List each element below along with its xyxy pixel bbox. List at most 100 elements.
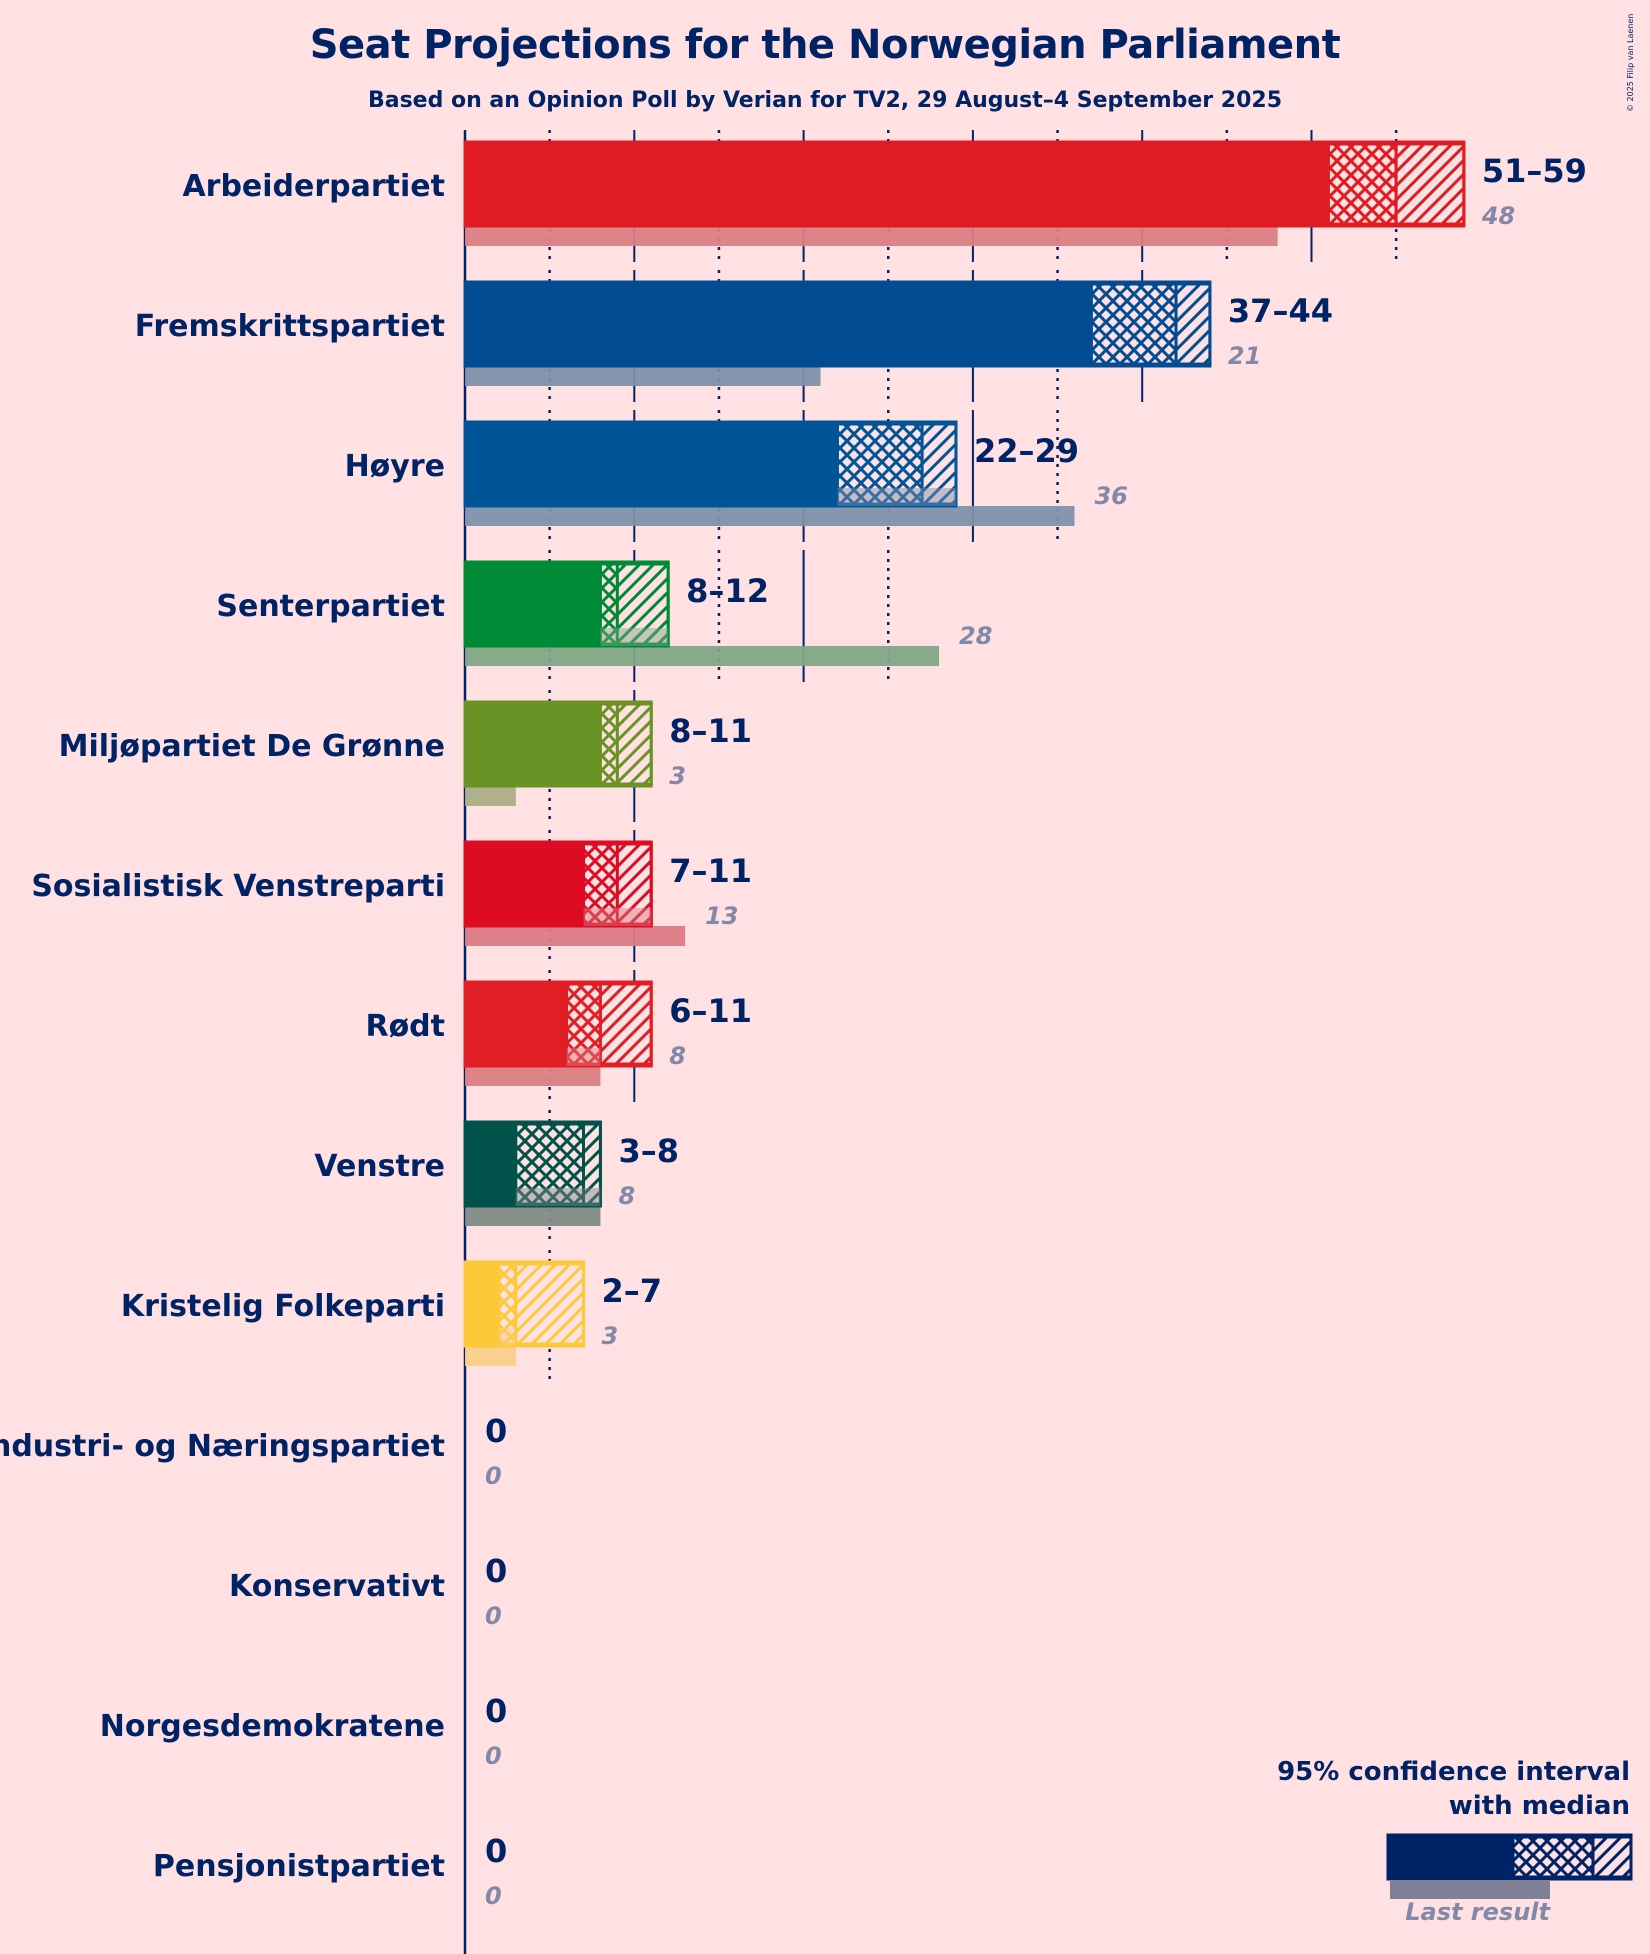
party-name-label: Industri- og Næringspartiet	[0, 1429, 445, 1464]
ci-upper-hatch	[1174, 282, 1212, 366]
ci-lower-hatch	[835, 422, 924, 506]
party-row	[463, 560, 940, 666]
legend-outline	[1386, 1833, 1633, 1881]
range-label: 51–59	[1482, 152, 1587, 190]
last-result-label: 0	[485, 1462, 502, 1490]
legend-upper-hatch	[1591, 1835, 1633, 1879]
ci-solid-bar	[465, 422, 838, 506]
ci-outline	[463, 1260, 586, 1348]
party-name-label: Pensjonistpartiet	[153, 1849, 445, 1884]
last-result-overlay	[837, 488, 956, 506]
party-name-label: Konservativt	[229, 1569, 445, 1604]
ci-lower-hatch	[514, 1122, 586, 1206]
party-name-label: Høyre	[345, 449, 445, 484]
party-name-label: Fremskrittspartiet	[135, 309, 445, 344]
ci-outline	[463, 700, 653, 788]
ci-upper-hatch	[615, 702, 653, 786]
chart-subtitle: Based on an Opinion Poll by Verian for T…	[367, 88, 1283, 113]
bars	[463, 140, 1466, 1366]
last-result-bar	[465, 926, 686, 946]
last-result-overlay	[600, 628, 669, 646]
chart-title: Seat Projections for the Norwegian Parli…	[309, 22, 1341, 68]
legend-title-line2: with median	[1448, 1791, 1630, 1821]
range-label: 0	[485, 1832, 507, 1870]
party-name-label: Arbeiderpartiet	[182, 169, 445, 204]
party-name-label: Kristelig Folkeparti	[121, 1289, 445, 1324]
ci-upper-hatch	[514, 1262, 586, 1346]
last-result-label: 21	[1228, 342, 1261, 370]
range-label: 22–29	[974, 432, 1079, 470]
ci-outline	[463, 560, 670, 648]
range-label: 7–11	[669, 852, 752, 890]
party-name-label: Rødt	[365, 1009, 445, 1044]
ci-solid-bar	[465, 562, 601, 646]
ci-solid-bar	[465, 142, 1329, 226]
ci-solid-bar	[465, 702, 601, 786]
last-result-bar	[465, 1206, 601, 1226]
ci-solid-bar	[465, 1122, 516, 1206]
party-row	[463, 700, 653, 806]
range-label: 0	[485, 1552, 507, 1590]
party-name-label: Senterpartiet	[216, 589, 445, 624]
labels: Arbeiderpartiet 51–59 48 Fremskrittspartiet…	[0, 152, 1587, 1910]
last-result-label: 8	[618, 1182, 635, 1210]
last-result-label: 0	[485, 1882, 502, 1910]
range-label: 2–7	[602, 1272, 663, 1310]
last-result-label: 3	[602, 1322, 619, 1350]
last-result-label: 0	[485, 1742, 502, 1770]
last-result-label: 13	[705, 902, 738, 930]
ci-solid-bar	[465, 842, 584, 926]
ci-outline	[463, 840, 653, 928]
last-result-bar	[465, 226, 1278, 246]
last-result-overlay	[515, 1188, 601, 1206]
ci-solid-bar	[465, 282, 1092, 366]
party-row	[463, 1120, 602, 1226]
ci-lower-hatch	[582, 842, 619, 926]
last-result-bar	[465, 646, 940, 666]
party-row	[463, 140, 1466, 246]
last-result-bar	[465, 366, 821, 386]
last-result-bar	[465, 506, 1075, 526]
range-label: 3–8	[618, 1132, 679, 1170]
legend-title: 95% confidence interval with median	[1277, 1755, 1630, 1823]
party-row	[463, 280, 1212, 386]
last-result-label: 8	[669, 1042, 686, 1070]
legend-title-line1: 95% confidence interval	[1277, 1757, 1630, 1787]
range-label: 0	[485, 1692, 507, 1730]
legend-last-result-bar	[1390, 1881, 1550, 1899]
party-row	[463, 420, 1075, 526]
ci-outline	[463, 420, 958, 508]
last-result-label: 36	[1094, 482, 1127, 510]
legend-lower-hatch	[1511, 1835, 1595, 1879]
legend-last-result-label: Last result	[1405, 1898, 1550, 1926]
last-result-bar	[465, 1346, 516, 1366]
party-row	[463, 1260, 586, 1366]
ci-lower-hatch	[1089, 282, 1178, 366]
last-result-label: 48	[1481, 202, 1515, 230]
ci-outline	[463, 140, 1466, 228]
last-result-bar	[465, 786, 516, 806]
last-result-bar	[465, 1066, 601, 1086]
party-name-label: Norgesdemokratene	[100, 1709, 445, 1744]
range-label: 0	[485, 1412, 507, 1450]
range-label: 6–11	[669, 992, 752, 1030]
ci-solid-bar	[465, 982, 567, 1066]
ci-lower-hatch	[598, 702, 619, 786]
ci-outline	[463, 980, 653, 1068]
ci-upper-hatch	[598, 982, 653, 1066]
last-result-overlay	[566, 1048, 601, 1066]
legend-solid-bar	[1388, 1835, 1513, 1879]
last-result-label: 0	[485, 1602, 502, 1630]
ci-lower-hatch	[1326, 142, 1398, 226]
last-result-label: 3	[669, 762, 686, 790]
last-result-overlay	[583, 908, 652, 926]
ci-upper-hatch	[1394, 142, 1466, 226]
party-name-label: Miljøpartiet De Grønne	[59, 729, 445, 764]
ci-upper-hatch	[920, 422, 958, 506]
party-row	[463, 980, 653, 1086]
ci-solid-bar	[465, 1262, 499, 1346]
ci-outline	[463, 1120, 602, 1208]
legend-swatch	[1386, 1833, 1633, 1899]
last-result-overlay	[498, 1328, 516, 1346]
